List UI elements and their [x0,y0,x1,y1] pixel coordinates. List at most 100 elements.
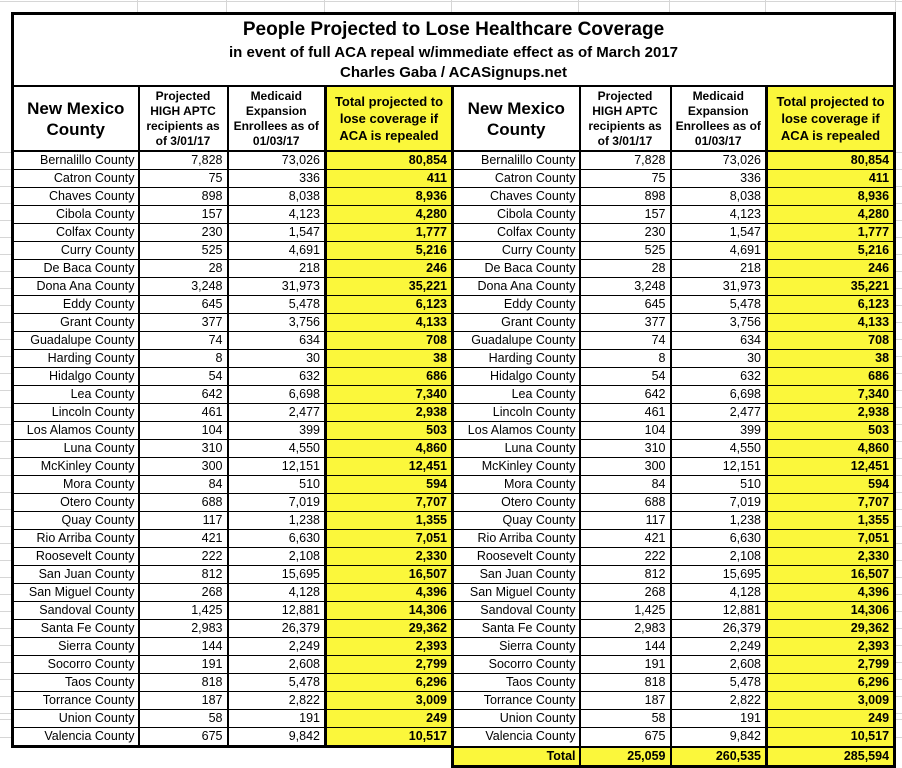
medicaid-cell: 4,123 [227,205,327,224]
total-cell: 29,362 [324,619,454,638]
medicaid-cell: 2,608 [670,655,768,674]
county-cell: Rio Arriba County [451,529,581,548]
aptc-cell: 300 [579,457,672,476]
aptc-cell: 191 [138,655,229,674]
county-cell: Chaves County [451,187,581,206]
county-cell: Lincoln County [11,403,140,422]
table-row: Guadalupe County 74 634 708 Guadalupe County… [11,331,897,350]
county-cell: Curry County [451,241,581,260]
total-cell: 1,777 [324,223,454,242]
county-cell: Mora County [451,475,581,494]
aptc-cell: 104 [138,421,229,440]
table-subtitle: in event of full ACA repeal w/immediate … [229,44,679,61]
medicaid-cell: 8,038 [670,187,768,206]
medicaid-cell: 4,691 [227,241,327,260]
aptc-cell: 300 [138,457,229,476]
total-cell: 7,051 [764,529,897,548]
aptc-cell: 222 [138,547,229,566]
total-cell: 3,009 [324,691,454,710]
medicaid-cell: 6,698 [227,385,327,404]
county-cell: McKinley County [451,457,581,476]
aptc-cell: 191 [579,655,672,674]
county-cell: Torrance County [451,691,581,710]
medicaid-cell: 12,151 [227,457,327,476]
total-cell: 411 [764,169,897,188]
aptc-cell: 157 [579,205,672,224]
aptc-cell: 7,828 [138,150,229,170]
table-row: Lea County 642 6,698 7,340 Lea County 642 6,69… [11,385,897,404]
aptc-cell: 812 [138,565,229,584]
aptc-cell: 104 [579,421,672,440]
county-cell: San Miguel County [11,583,140,602]
county-cell: Torrance County [11,691,140,710]
aptc-cell: 117 [579,511,672,530]
table-row: Catron County 75 336 411 Catron County 75 336 4… [11,169,897,188]
total-cell: 4,860 [764,439,897,458]
total-cell: 80,854 [324,150,454,170]
county-cell: Roosevelt County [11,547,140,566]
medicaid-cell: 4,691 [670,241,768,260]
table-row: Grant County 377 3,756 4,133 Grant County 377… [11,313,897,332]
aptc-cell: 230 [579,223,672,242]
total-cell: 3,009 [764,691,897,710]
county-cell: Dona Ana County [11,277,140,296]
table-row: Mora County 84 510 594 Mora County 84 510 594 [11,475,897,494]
county-cell: Guadalupe County [451,331,581,350]
county-cell: Union County [11,709,140,728]
total-cell: 6,123 [764,295,897,314]
county-cell: Grant County [451,313,581,332]
medicaid-cell: 632 [227,367,327,386]
total-cell: 2,330 [324,547,454,566]
table-row: Rio Arriba County 421 6,630 7,051 Rio Arriba… [11,529,897,548]
medicaid-cell: 218 [227,259,327,278]
total-cell: 708 [324,331,454,350]
table-row: De Baca County 28 218 246 De Baca County 28 21… [11,259,897,278]
medicaid-cell: 4,123 [670,205,768,224]
medicaid-cell: 218 [670,259,768,278]
column-header-aptc-right: Projected HIGH APTC recipients as of 3/0… [578,85,672,152]
county-cell: Colfax County [451,223,581,242]
aptc-cell: 2,983 [579,619,672,638]
aptc-cell: 28 [138,259,229,278]
total-cell: 38 [764,349,897,368]
table-row: Hidalgo County 54 632 686 Hidalgo County 54 63… [11,367,897,386]
total-cell: 29,362 [764,619,897,638]
aptc-cell: 642 [138,385,229,404]
table-row: Chaves County 898 8,038 8,936 Chaves County 8… [11,187,897,206]
county-cell: Eddy County [11,295,140,314]
aptc-cell: 268 [579,583,672,602]
medicaid-cell: 632 [670,367,768,386]
medicaid-cell: 9,842 [227,727,327,748]
table-row: McKinley County 300 12,151 12,451 McKinley C… [11,457,897,476]
total-cell: 686 [324,367,454,386]
coverage-table-wrapper: People Projected to Lose Healthcare Cove… [10,12,897,768]
medicaid-cell: 15,695 [227,565,327,584]
total-cell: 12,451 [764,457,897,476]
county-cell: Santa Fe County [11,619,140,638]
aptc-cell: 3,248 [138,277,229,296]
table-row: Harding County 8 30 38 Harding County 8 30 38 [11,349,897,368]
table-row: Quay County 117 1,238 1,355 Quay County 117 1,… [11,511,897,530]
medicaid-cell: 8,038 [227,187,327,206]
medicaid-cell: 399 [227,421,327,440]
county-cell: Chaves County [11,187,140,206]
county-cell: Harding County [11,349,140,368]
total-cell: 594 [764,475,897,494]
aptc-cell: 144 [579,637,672,656]
medicaid-cell: 6,630 [670,529,768,548]
total-cell: 2,393 [324,637,454,656]
total-cell: 2,330 [764,547,897,566]
empty-margin-cell [13,747,139,767]
total-cell: 2,938 [764,403,897,422]
table-row: Dona Ana County 3,248 31,973 35,221 Dona Ana… [11,277,897,296]
column-header-total-left: Total projected to lose coverage if ACA … [324,85,454,152]
medicaid-cell: 12,881 [670,601,768,620]
total-cell: 1,777 [764,223,897,242]
aptc-cell: 157 [138,205,229,224]
total-cell: 8,936 [764,187,897,206]
medicaid-cell: 191 [670,709,768,728]
table-row: Colfax County 230 1,547 1,777 Colfax County 2… [11,223,897,242]
total-cell: 4,280 [324,205,454,224]
total-cell: 2,938 [324,403,454,422]
county-cell: Rio Arriba County [11,529,140,548]
